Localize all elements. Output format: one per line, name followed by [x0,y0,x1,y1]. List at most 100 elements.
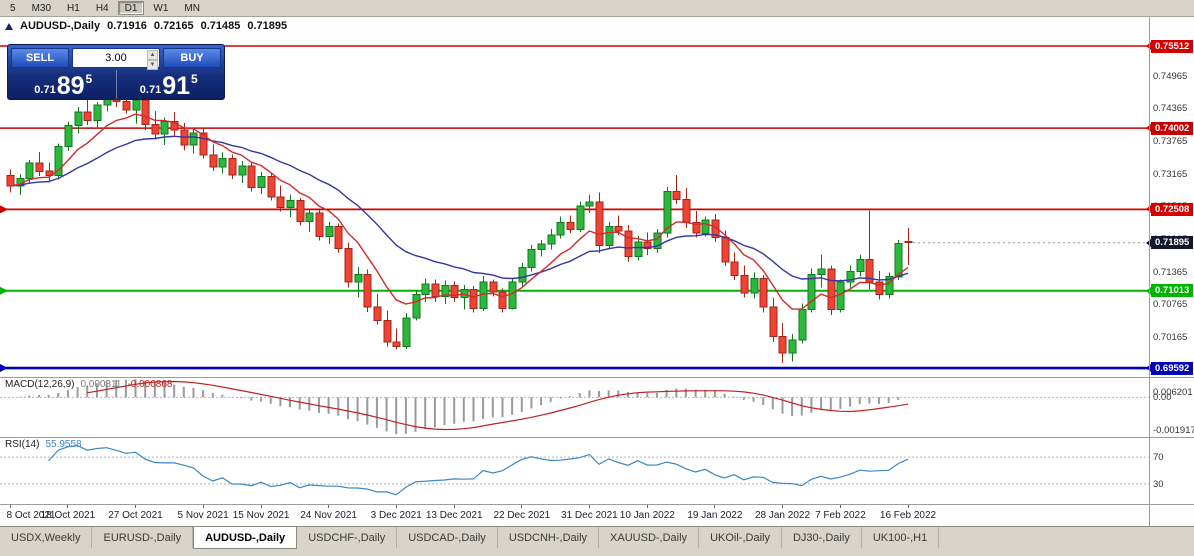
symbol-title: AUDUSD-,Daily [20,20,101,32]
date-tick [714,504,716,508]
symbol-tabs: USDX,Weekly EURUSD-,Daily AUDUSD-,Daily USD… [0,526,1194,556]
price-tick: 0.70165 [1153,331,1188,343]
date-tick [907,504,909,508]
panel-separator[interactable] [0,437,1194,438]
price-tick: 0.73765 [1153,136,1188,147]
price-axis-separator [1149,17,1150,526]
current-price-badge: 0.71895 [1146,236,1193,250]
date-axis: 8 Oct 2021 18 Oct 2021 27 Oct 2021 5 Nov 20… [0,504,1150,526]
date-label: 28 Jan 2022 [754,510,811,521]
rsi-title: RSI(14) [5,439,40,450]
sell-price: 0.71 89 5 [11,70,116,99]
date-label: 22 Dec 2021 [493,510,551,521]
rsi-value: 55.9558 [45,439,82,450]
date-tick [328,504,330,508]
date-label: 13 Dec 2021 [425,510,483,521]
ohlc-open: 0.71916 [107,20,147,32]
timeframe-mn[interactable]: MN [184,2,200,14]
date-tick [453,504,455,508]
one-click-toggle-icon[interactable] [5,22,13,30]
date-tick [521,504,523,508]
rsi-level-tick: 30 [1153,478,1164,490]
timeframe-w1[interactable]: W1 [153,2,169,14]
price-tick: 0.71365 [1153,266,1188,278]
rsi-indicator-chart [0,444,1150,496]
date-label: 27 Oct 2021 [108,510,163,521]
volume-spinner: ▲ ▼ [147,50,158,70]
buy-button[interactable]: BUY [163,48,221,68]
date-tick [395,504,397,508]
tab-usdchf-daily[interactable]: USDCHF-,Daily [297,527,398,548]
date-tick [202,504,204,508]
sell-price-prefix: 0.71 [34,84,56,96]
buy-price-pipette: 5 [191,72,198,86]
tab-dj30-daily[interactable]: DJ30-,Daily [782,527,862,548]
volume-value: 3.00 [105,52,127,64]
macd-tick: 0.00 [1153,392,1172,404]
panel-separator[interactable] [0,377,1194,378]
ohlc-close: 0.71895 [247,20,288,32]
hline-price-badge: 0.72508 [1146,202,1193,216]
date-label: 24 Nov 2021 [300,510,357,521]
date-label: 10 Jan 2022 [619,510,675,521]
date-label: 5 Nov 2021 [177,510,229,521]
macd-title: MACD(12,26,9) [5,379,75,390]
volume-input[interactable]: 3.00 ▲ ▼ [72,48,160,70]
tab-xauusd-daily[interactable]: XAUUSD-,Daily [599,527,700,548]
tab-usdcad-daily[interactable]: USDCAD-,Daily [397,527,498,548]
macd-signal-value: -0.000868 [127,379,173,390]
timeframe-m5[interactable]: 5 [10,2,16,14]
price-tick: 0.74965 [1153,70,1188,82]
hline-price-badge: 0.69592 [1146,361,1193,375]
chart-header: AUDUSD-,Daily 0.71916 0.72165 0.71485 0.… [5,20,287,32]
date-label: 19 Jan 2022 [687,510,743,521]
buy-price: 0.71 91 5 [115,70,222,99]
tab-usdx-weekly[interactable]: USDX,Weekly [0,527,93,548]
tab-audusd-daily[interactable]: AUDUSD-,Daily [193,527,298,549]
timeframe-d1[interactable]: D1 [117,1,145,15]
date-label: 3 Dec 2021 [370,510,422,521]
timeframe-m30[interactable]: M30 [31,2,52,14]
timeframe-h1[interactable]: H1 [67,2,80,14]
macd-tick: 0.006201 [1153,387,1193,398]
macd-indicator-chart [0,379,1150,435]
price-tick: 0.70765 [1153,299,1188,311]
tab-ukoil-daily[interactable]: UKOil-,Daily [699,527,782,548]
macd-main-value: 0.000311 [80,379,122,390]
hline-price-badge: 0.75512 [1146,39,1193,53]
sell-button[interactable]: SELL [11,48,69,68]
price-tick: 0.73165 [1153,168,1188,180]
date-label: 31 Dec 2021 [561,510,618,521]
main-price-chart[interactable] [0,17,1150,377]
date-tick [67,504,69,508]
ohlc-low: 0.71485 [200,20,241,32]
tab-uk100-h1[interactable]: UK100-,H1 [862,527,940,548]
volume-up-button[interactable]: ▲ [147,50,158,60]
panel-separator [0,504,1194,505]
macd-label: MACD(12,26,9) 0.000311 -0.000868 [5,379,172,390]
date-tick [646,504,648,508]
date-label: 15 Nov 2021 [232,510,290,521]
macd-tick: -0.001917 [1153,425,1194,436]
tab-usdcnh-daily[interactable]: USDCNH-,Daily [498,527,600,548]
date-tick [135,504,136,508]
date-tick [839,504,841,508]
volume-down-button[interactable]: ▼ [147,60,158,70]
tab-eurusd-daily[interactable]: EURUSD-,Daily [92,527,194,548]
timeframe-h4[interactable]: H4 [95,2,109,14]
hline-price-badge: 0.71013 [1146,284,1193,298]
sell-price-pipette: 5 [85,72,93,86]
date-label: 18 Oct 2021 [40,510,96,521]
date-tick [260,504,262,508]
rsi-level-tick: 70 [1153,452,1164,464]
ohlc-high: 0.72165 [153,20,194,32]
date-label: 16 Feb 2022 [879,510,937,521]
chart-area[interactable]: 8 Oct 2021 18 Oct 2021 27 Oct 2021 5 Nov 20… [0,17,1150,526]
candles [6,85,913,364]
rsi-label: RSI(14) 55.9558 [5,439,82,450]
hline-price-badge: 0.74002 [1146,121,1193,135]
timeframe-toolbar: 5 M30 H1 H4 D1 W1 MN [0,0,1194,17]
price-tick: 0.74365 [1153,103,1188,115]
price-axis: 0.749650.743650.737650.731650.725650.719… [1146,17,1194,526]
